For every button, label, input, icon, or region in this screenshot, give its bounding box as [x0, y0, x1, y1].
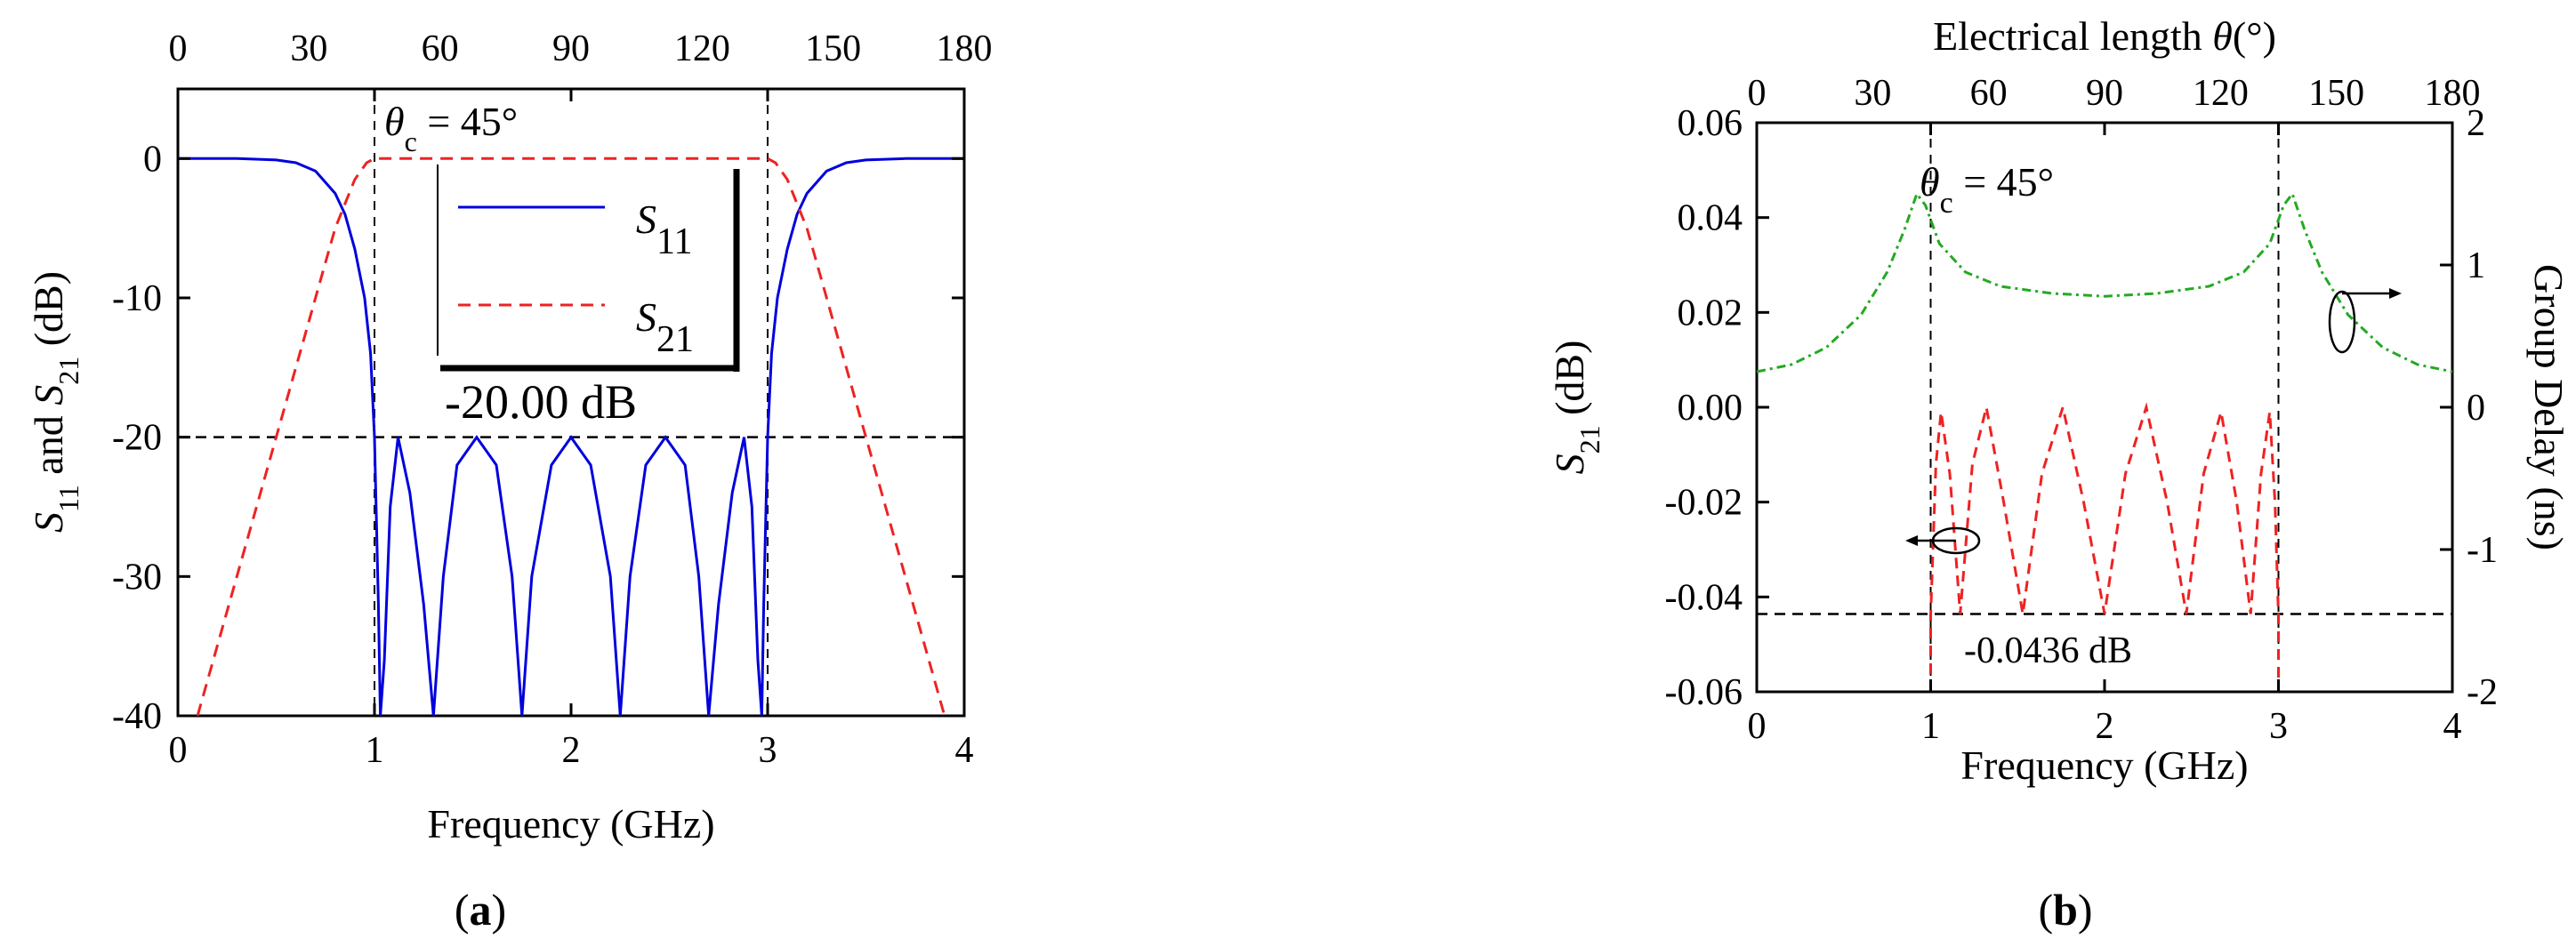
y-tick-label-left: -0.04	[1665, 577, 1743, 618]
y-tick-label-left: 0.00	[1678, 388, 1743, 429]
top-tick-label: 60	[422, 28, 459, 69]
top-tick-label: 120	[2193, 73, 2249, 114]
legend-label-s11: S11	[636, 197, 692, 262]
top-tick-label: 30	[1854, 73, 1891, 114]
top-tick-label: 180	[937, 28, 993, 69]
y-tick-label-right: -1	[2467, 530, 2498, 571]
ripple-annotation-b: -0.0436 dB	[1964, 630, 2132, 671]
y-tick-label-left: 0.06	[1678, 103, 1743, 144]
legend-box-a	[436, 165, 738, 369]
x-tick-label: 4	[2443, 706, 2462, 747]
x-tick-label: 1	[1921, 706, 1940, 747]
top-tick-label: 150	[805, 28, 861, 69]
top-tick-label: 60	[1970, 73, 2008, 114]
top-tick-label: 180	[2425, 73, 2481, 114]
series-s21-line	[1929, 402, 2280, 692]
y-tick-label: -30	[112, 557, 162, 598]
chart-panel-b: 0 1 2 3 40 30 60 90 120 150 1800.060.040.020.00-0.…	[1547, 13, 2572, 935]
series-group-b	[1756, 190, 2453, 692]
y-axis-label-a: S11 and S21 (dB)	[26, 271, 85, 533]
panel-label-b: (b)	[2038, 885, 2092, 935]
legend-note-a: -20.00 dB	[445, 375, 637, 429]
legend-a: S11 S21 -20.00 dB	[436, 165, 740, 429]
top-tick-label: 120	[674, 28, 730, 69]
theta-c-annotation-a: θc = 45°	[384, 99, 518, 157]
x-tick-label: 0	[169, 730, 188, 771]
y-tick-label-right: -2	[2467, 672, 2498, 713]
x-tick-label: 3	[759, 730, 777, 771]
x-tick-label: 4	[955, 730, 974, 771]
axis-ticks-b: 0 1 2 3 40 30 60 90 120 150 1800.060.040.020.00-0.…	[1665, 73, 2499, 747]
x-tick-label: 1	[366, 730, 384, 771]
plot-frame-b	[1755, 121, 2454, 694]
y-tick-label: -20	[112, 418, 162, 459]
x-tick-label: 3	[2269, 706, 2288, 747]
y-tick-label: -40	[112, 696, 162, 737]
series-s21-line	[196, 156, 946, 717]
group-delay-arrow-head	[2389, 288, 2402, 299]
x-tick-label: 0	[1748, 706, 1767, 747]
y-tick-label-left: 0.04	[1678, 198, 1743, 239]
y-tick-label: 0	[143, 139, 162, 180]
s21-axis-marker	[1905, 526, 1981, 555]
series-s11-line	[178, 156, 964, 717]
x-axis-label-b: Frequency (GHz)	[1960, 742, 2248, 788]
top-tick-label: 0	[1748, 73, 1767, 114]
x-tick-label: 2	[562, 730, 581, 771]
series-group-delay-line	[1756, 190, 2453, 373]
group-delay-axis-marker	[2328, 288, 2402, 354]
reference-lines-b	[1757, 123, 2452, 692]
y-tick-label-left: -0.06	[1665, 672, 1743, 713]
chart-panel-a: 0 1 2 3 4 0 30 60 90 120 150 180 0 -10 -20 -30 -40 Frequ…	[26, 28, 993, 935]
s21-arrow-head	[1905, 535, 1918, 546]
axis-ticks-a: 0 1 2 3 4 0 30 60 90 120 150 180 0 -10 -20 -30 -40	[112, 28, 993, 771]
top-tick-label: 0	[169, 28, 188, 69]
y-tick-label-right: 0	[2467, 388, 2485, 429]
top-tick-label: 90	[552, 28, 590, 69]
top-axis-label-b: Electrical length θ(°)	[1933, 13, 2276, 59]
theta-c-annotation-b: θc = 45°	[1920, 159, 2054, 220]
series-group-a	[178, 156, 964, 717]
y-tick-label-right: 1	[2467, 245, 2485, 286]
group-delay-ellipse	[2328, 290, 2356, 354]
y-axis-label-left-b: S21 (dB)	[1547, 341, 1606, 475]
y-tick-label: -10	[112, 278, 162, 319]
panel-label-a: (a)	[455, 885, 506, 935]
legend-label-s21: S21	[636, 294, 694, 360]
x-tick-label: 2	[2096, 706, 2114, 747]
top-tick-label: 30	[290, 28, 327, 69]
top-tick-label: 90	[2086, 73, 2123, 114]
y-axis-label-right-b: Group Delay (ns)	[2526, 264, 2572, 550]
y-tick-label-left: -0.02	[1665, 483, 1743, 524]
y-tick-label-right: 2	[2467, 103, 2485, 144]
top-tick-label: 150	[2308, 73, 2364, 114]
y-tick-label-left: 0.02	[1678, 293, 1743, 333]
x-axis-label-a: Frequency (GHz)	[427, 801, 714, 847]
